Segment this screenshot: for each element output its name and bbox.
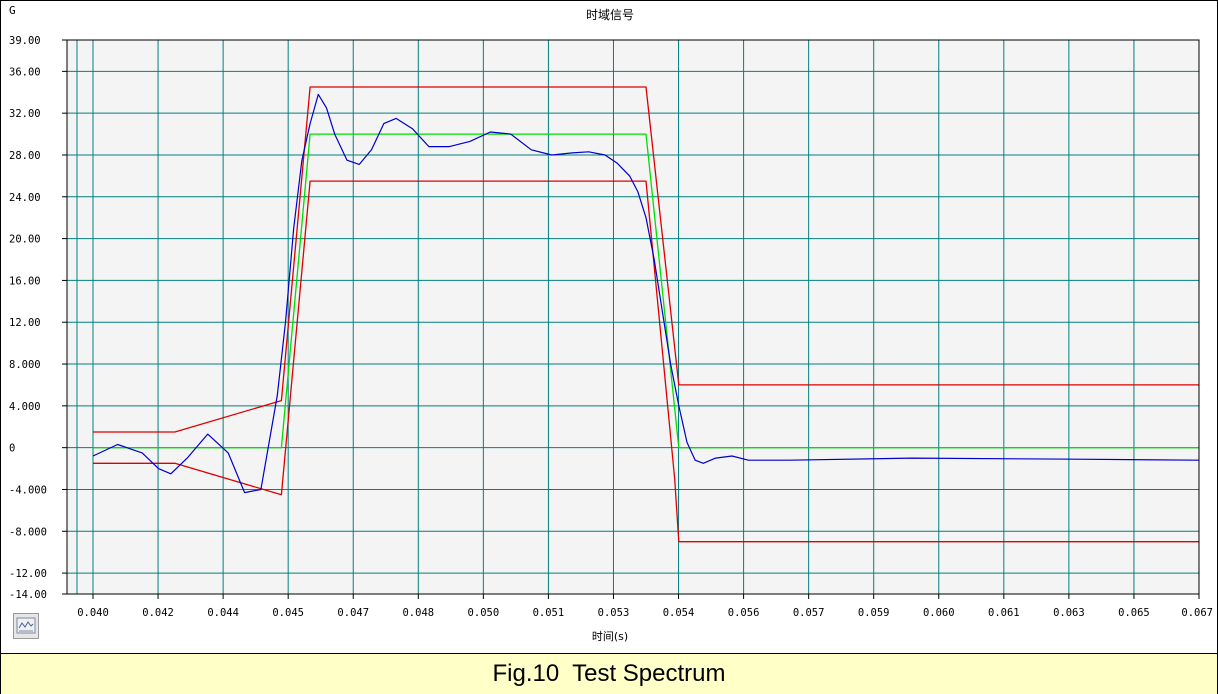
y-tick-label: 24.00 — [9, 192, 41, 204]
x-tick-label: 0.045 — [272, 607, 304, 619]
y-tick-label: 39.00 — [9, 35, 41, 47]
y-tick-label: 8.000 — [9, 359, 41, 371]
x-tick-label: 0.059 — [858, 607, 890, 619]
x-tick-label: 0.040 — [77, 607, 109, 619]
x-tick-label: 0.047 — [337, 607, 369, 619]
y-tick-label: 16.00 — [9, 275, 41, 287]
x-tick-label: 0.044 — [207, 607, 239, 619]
y-tick-label: 28.00 — [9, 150, 41, 162]
y-tick-label: -14.00 — [9, 589, 47, 601]
legend-toggle-button[interactable] — [13, 613, 39, 639]
y-tick-label: 4.000 — [9, 401, 41, 413]
x-tick-label: 0.048 — [402, 607, 434, 619]
x-axis-label: 时间(s) — [591, 630, 629, 643]
y-axis: 39.00 36.00 32.00 28.00 24.00 20.00 16.00 12.00… — [9, 35, 67, 601]
x-tick-label: 0.053 — [598, 607, 630, 619]
x-tick-label: 0.063 — [1053, 607, 1085, 619]
y-tick-label: 0 — [9, 443, 15, 455]
figure-caption: Fig.10 Test Spectrum — [492, 660, 726, 687]
y-tick-label: -12.00 — [9, 568, 47, 580]
x-tick-label: 0.050 — [468, 607, 500, 619]
caption-bar: Fig.10 Test Spectrum — [1, 653, 1217, 694]
series-line-3 — [93, 133, 1199, 449]
x-tick-label: 0.042 — [142, 607, 174, 619]
chart-title: 时域信号 — [585, 8, 634, 22]
series-line-2 — [93, 180, 1199, 543]
series-line-1 — [93, 86, 1199, 433]
y-tick-label: -8.000 — [9, 526, 47, 538]
plot-background — [67, 40, 1199, 594]
y-tick-label: 32.00 — [9, 108, 41, 120]
x-tick-label: 0.057 — [793, 607, 825, 619]
y-axis-unit: G — [9, 4, 16, 17]
x-tick-label: 0.056 — [728, 607, 760, 619]
x-tick-label: 0.065 — [1118, 607, 1150, 619]
plot-border — [66, 39, 1200, 595]
x-tick-label: 0.061 — [988, 607, 1020, 619]
x-tick-label: 0.054 — [663, 607, 695, 619]
y-tick-label: 12.00 — [9, 317, 41, 329]
chart-svg: 39.00 36.00 32.00 28.00 24.00 20.00 16.00 12.00… — [9, 35, 1213, 619]
legend-icon — [16, 617, 36, 634]
x-tick-label: 0.060 — [923, 607, 955, 619]
x-tick-label: 0.067 — [1181, 607, 1213, 619]
x-tick-label: 0.051 — [533, 607, 565, 619]
series-line-4 — [92, 93, 1200, 494]
series-group — [92, 86, 1200, 543]
y-tick-label: 36.00 — [9, 66, 41, 78]
y-tick-label: -4.000 — [9, 484, 47, 496]
y-tick-label: 20.00 — [9, 234, 41, 246]
x-axis: 0.040 0.042 0.044 0.045 0.047 0.048 0.050 0.051… — [77, 594, 1213, 619]
